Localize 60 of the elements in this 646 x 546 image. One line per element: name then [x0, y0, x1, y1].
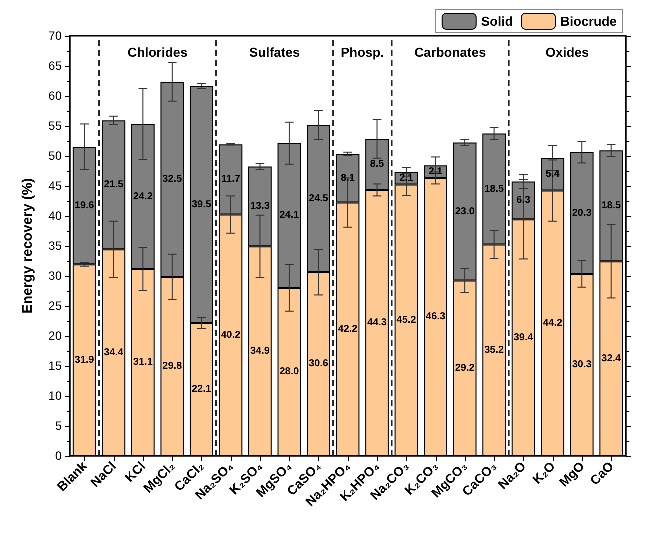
data-label: 28.0: [280, 366, 300, 378]
data-label: 18.5: [484, 184, 504, 195]
data-label: 29.2: [455, 362, 476, 374]
y-tick-label: 30: [48, 269, 62, 283]
y-tick-label: 10: [48, 389, 62, 403]
y-tick-label: 70: [48, 29, 62, 43]
data-label: 24.5: [309, 193, 329, 204]
y-tick-label: 45: [48, 179, 62, 193]
data-label: 8.1: [341, 173, 356, 184]
data-label: 30.6: [309, 358, 329, 370]
data-label: 40.2: [221, 330, 242, 341]
data-label: 34.4: [104, 347, 124, 358]
data-label: 24.2: [133, 191, 154, 202]
y-tick-label: 25: [48, 299, 62, 313]
y-tick-label: 50: [48, 149, 62, 163]
x-tick-label: KCl: [122, 458, 148, 486]
data-label: 29.8: [162, 361, 183, 372]
data-label: 42.2: [338, 324, 358, 335]
y-tick-label: 5: [55, 419, 62, 433]
data-label: 39.4: [514, 332, 534, 344]
y-tick-label: 65: [48, 59, 62, 73]
data-label: 32.4: [602, 353, 622, 364]
y-tick-label: 0: [55, 449, 62, 463]
y-axis-title: Energy recovery (%): [19, 178, 35, 314]
y-tick-label: 60: [48, 89, 62, 103]
y-tick-label: 55: [48, 119, 62, 133]
annotation: Phosp.: [340, 45, 384, 60]
data-label: 34.9: [250, 346, 270, 357]
y-tick-label: 35: [48, 239, 62, 253]
legend-label: Biocrude: [560, 14, 617, 29]
data-label: 18.5: [602, 200, 622, 212]
data-label: 11.7: [221, 174, 241, 186]
data-label: 24.1: [280, 210, 300, 222]
data-label: 8.5: [370, 159, 385, 170]
data-label: 20.3: [572, 208, 592, 219]
y-tick-label: 40: [48, 209, 62, 223]
data-label: 30.3: [572, 360, 592, 371]
data-label: 39.5: [192, 199, 212, 210]
data-label: 35.2: [484, 344, 504, 356]
annotation: Oxides: [546, 45, 590, 60]
annotation: Chlorides: [128, 45, 188, 60]
y-tick-label: 20: [48, 329, 62, 343]
y-tick-label: 15: [48, 359, 62, 373]
data-label: 19.6: [74, 200, 95, 212]
legend-label: Solid: [481, 14, 514, 29]
data-label: 23.0: [455, 206, 476, 218]
data-label: 32.5: [162, 174, 183, 186]
data-label: 31.1: [133, 357, 154, 368]
data-label: 13.3: [250, 201, 270, 212]
annotation: Carbonates: [414, 45, 486, 60]
annotation: Sulfates: [250, 45, 300, 60]
x-tick-label: CaO: [587, 458, 617, 488]
x-tick-label: K₂O: [530, 458, 558, 488]
data-label: 31.9: [74, 354, 95, 366]
data-label: 22.1: [192, 384, 212, 396]
data-label: 45.2: [396, 314, 417, 326]
data-label: 44.3: [368, 318, 388, 329]
data-label: 46.3: [426, 312, 446, 323]
data-label: 21.5: [104, 180, 124, 191]
data-label: 44.2: [543, 318, 564, 329]
